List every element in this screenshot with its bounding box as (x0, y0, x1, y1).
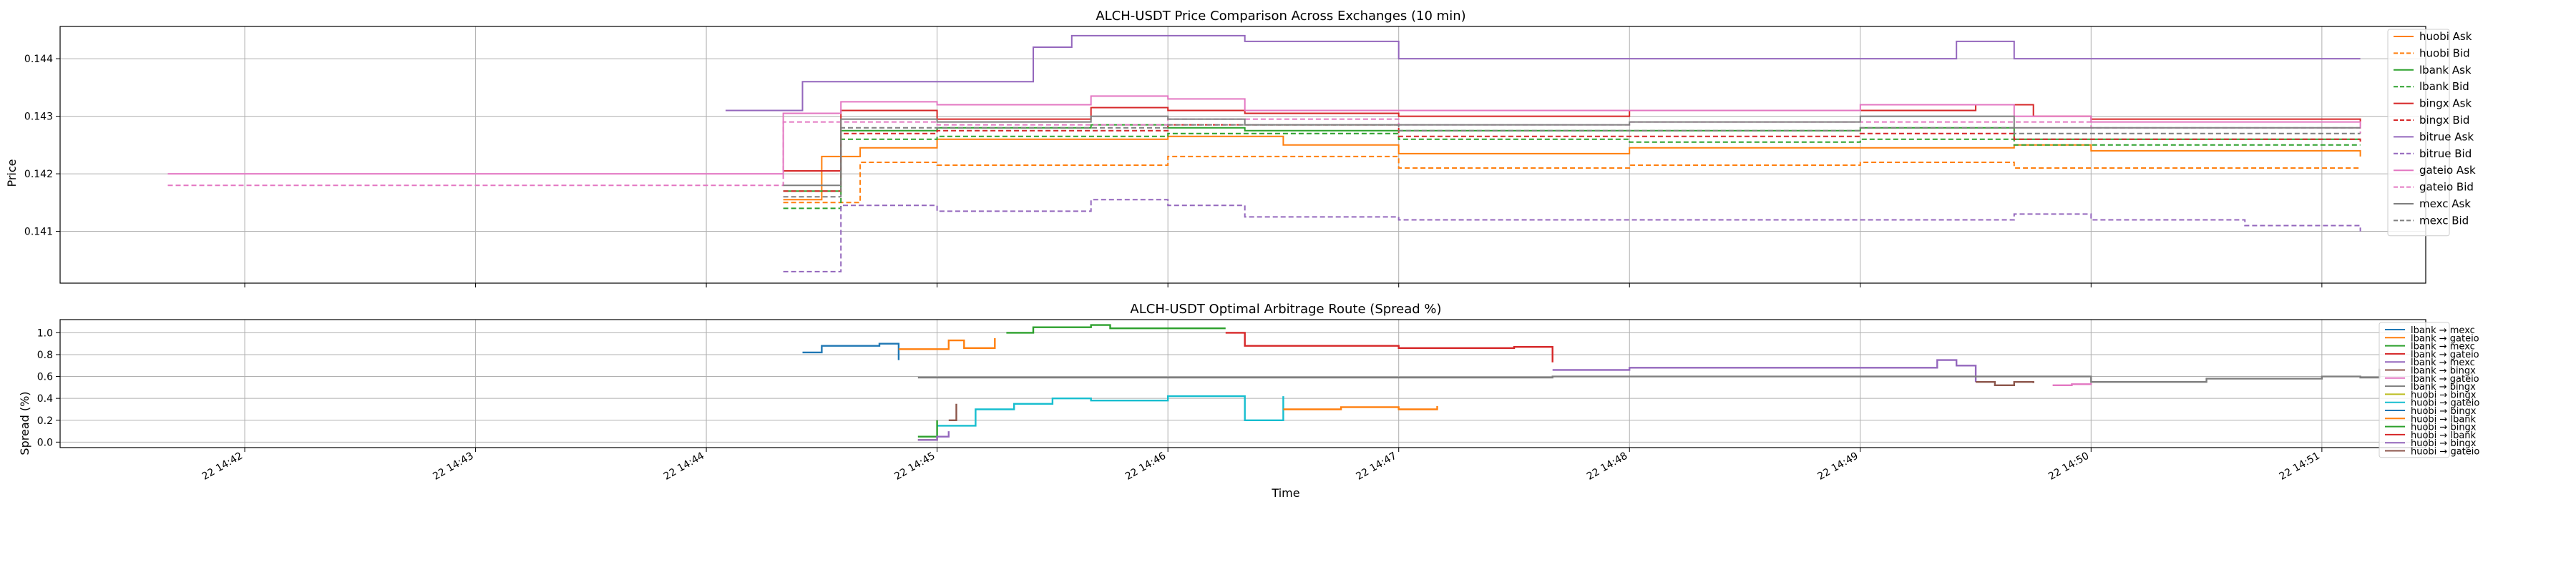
spread-xtick-label: 22 14:47 (1354, 450, 1398, 483)
price-series-11-mexc-bid (783, 124, 2361, 198)
price-series-8-gateio-ask (167, 95, 2361, 175)
spread-legend-label: huobi → gateio (2411, 447, 2479, 458)
spread-ytick-label: 0.2 (37, 415, 53, 427)
price-chart-series (167, 34, 2361, 272)
spread-legend-box (2379, 322, 2450, 458)
spread-ytick-label: 1.0 (37, 327, 53, 339)
spread-series-9-huobi-gateio (937, 395, 1284, 427)
spread-series-6-lbank-gateio (2052, 383, 2092, 386)
price-series-4-bingx-ask (783, 104, 2361, 172)
spread-series-3-lbank-gateio (1225, 332, 1553, 363)
spread-xtick-label: 22 14:49 (1816, 450, 1860, 483)
spread-ytick-label: 0.8 (37, 350, 53, 361)
spread-series-7-lbank-bingx (917, 368, 2381, 383)
spread-ytick-label: 0.0 (37, 437, 53, 448)
price-series-3-lbank-bid (783, 132, 2361, 209)
price-series-10-mexc-ask (783, 115, 2361, 187)
spread-legend-label: lbank → bingx (2411, 382, 2476, 393)
spread-series-0-lbank-mexc (802, 342, 900, 360)
spread-xtick-label: 22 14:42 (200, 450, 245, 483)
price-chart-frame (59, 26, 2426, 284)
price-series-9-gateio-bid (167, 118, 2361, 187)
price-legend-label: lbank Bid (2419, 80, 2469, 93)
spread-legend-label: lbank → gateio (2411, 333, 2479, 344)
spread-chart-series (802, 324, 2381, 441)
spread-xtick-label: 22 14:45 (892, 450, 937, 483)
spread-series-11-huobi-lbank (1283, 405, 1438, 410)
spread-legend-label: lbank → bingx (2411, 366, 2476, 377)
price-ytick-label: 0.143 (24, 112, 53, 123)
spread-legend-label: huobi → bingx (2411, 390, 2477, 400)
price-chart-legend: huobi Ask huobi Bid lbank Ask lbank Bid bing… (2387, 29, 2476, 237)
price-legend-label: lbank Ask (2419, 64, 2472, 77)
spread-series-14-huobi-bingx (917, 431, 950, 441)
spread-xtick-label: 22 14:50 (2046, 450, 2091, 483)
spread-legend-label: lbank → mexc (2411, 342, 2475, 352)
price-legend-label: gateio Ask (2419, 164, 2476, 177)
spread-legend-label: huobi → bingx (2411, 406, 2477, 417)
price-legend-label: mexc Ask (2419, 197, 2471, 210)
price-series-6-bitrue-ask (726, 34, 2361, 112)
price-chart: ALCH-USDT Price Comparison Across Exchan… (5, 9, 2476, 287)
price-chart-title: ALCH-USDT Price Comparison Across Exchan… (1096, 9, 1465, 24)
price-chart-xticks (244, 283, 2323, 287)
spread-xtick-label: 22 14:51 (2278, 450, 2322, 483)
spread-legend-label: huobi → bingx (2411, 423, 2477, 433)
spread-ytick-label: 0.6 (37, 372, 53, 383)
spread-chart-grid (60, 320, 2426, 448)
spread-series-2-lbank-mexc (1006, 324, 1226, 334)
price-ytick-label: 0.141 (24, 227, 53, 238)
spread-xtick-label: 22 14:46 (1123, 450, 1168, 483)
spread-xtick-label: 22 14:44 (662, 450, 706, 483)
price-ytick-label: 0.144 (24, 54, 53, 65)
price-ytick-label: 0.142 (24, 169, 53, 180)
spread-legend-label: lbank → gateio (2411, 374, 2479, 385)
price-legend-label: huobi Bid (2419, 46, 2470, 59)
spread-legend-label: huobi → lbank (2411, 430, 2477, 441)
spread-series-1-lbank-gateio (898, 338, 996, 350)
spread-chart: ALCH-USDT Optimal Arbitrage Route (Sprea… (18, 302, 2479, 500)
price-series-0-huobi-ask (783, 135, 2361, 201)
spread-chart-frame (59, 319, 2426, 448)
price-legend-label: mexc Bid (2419, 214, 2469, 227)
price-chart-ylabel: Price (5, 159, 19, 187)
price-series-1-huobi-bid (783, 155, 2361, 204)
price-legend-box (2387, 29, 2450, 237)
spread-chart-ylabel: Spread (%) (18, 391, 31, 455)
price-legend-label: bingx Bid (2419, 114, 2469, 127)
spread-legend-label: huobi → lbank (2411, 414, 2477, 425)
spread-legend-label: huobi → gateio (2411, 398, 2479, 409)
spread-legend-label: huobi → bingx (2411, 438, 2477, 449)
price-chart-grid (60, 26, 2426, 283)
spread-ytick-label: 0.4 (37, 393, 53, 405)
spread-chart-xlabel: Time (1271, 486, 1299, 500)
price-legend-label: huobi Ask (2419, 30, 2472, 43)
spread-series-12-huobi-bingx (917, 420, 938, 438)
price-chart-yticks: 0.141 0.142 0.143 0.144 (24, 54, 60, 238)
spread-chart-title: ALCH-USDT Optimal Arbitrage Route (Sprea… (1130, 302, 1441, 317)
price-series-5-bingx-bid (783, 124, 2361, 192)
spread-series-5-lbank-bingx (1976, 381, 2034, 386)
spread-xtick-label: 22 14:43 (431, 450, 475, 483)
spread-xtick-label: 22 14:48 (1585, 450, 1629, 483)
spread-chart-xticks: 22 14:42 22 14:43 22 14:44 22 14:45 22 14:46… (200, 448, 2323, 483)
spread-chart-yticks: 0.0 0.2 0.4 0.6 0.8 1.0 (37, 327, 60, 448)
price-series-2-lbank-ask (783, 124, 2361, 192)
price-legend-label: bingx Ask (2419, 97, 2472, 110)
spread-legend-label: lbank → mexc (2411, 358, 2475, 368)
price-legend-label: bitrue Ask (2419, 130, 2474, 143)
spread-legend-label: lbank → mexc (2411, 325, 2475, 336)
price-legend-label: bitrue Bid (2419, 147, 2472, 160)
spread-legend-label: lbank → gateio (2411, 350, 2479, 360)
price-series-7-bitrue-bid (783, 199, 2361, 272)
price-legend-label: gateio Bid (2419, 181, 2474, 194)
spread-series-4-lbank-mexc (1552, 359, 1977, 383)
spread-series-15-huobi-gateio (948, 403, 957, 421)
